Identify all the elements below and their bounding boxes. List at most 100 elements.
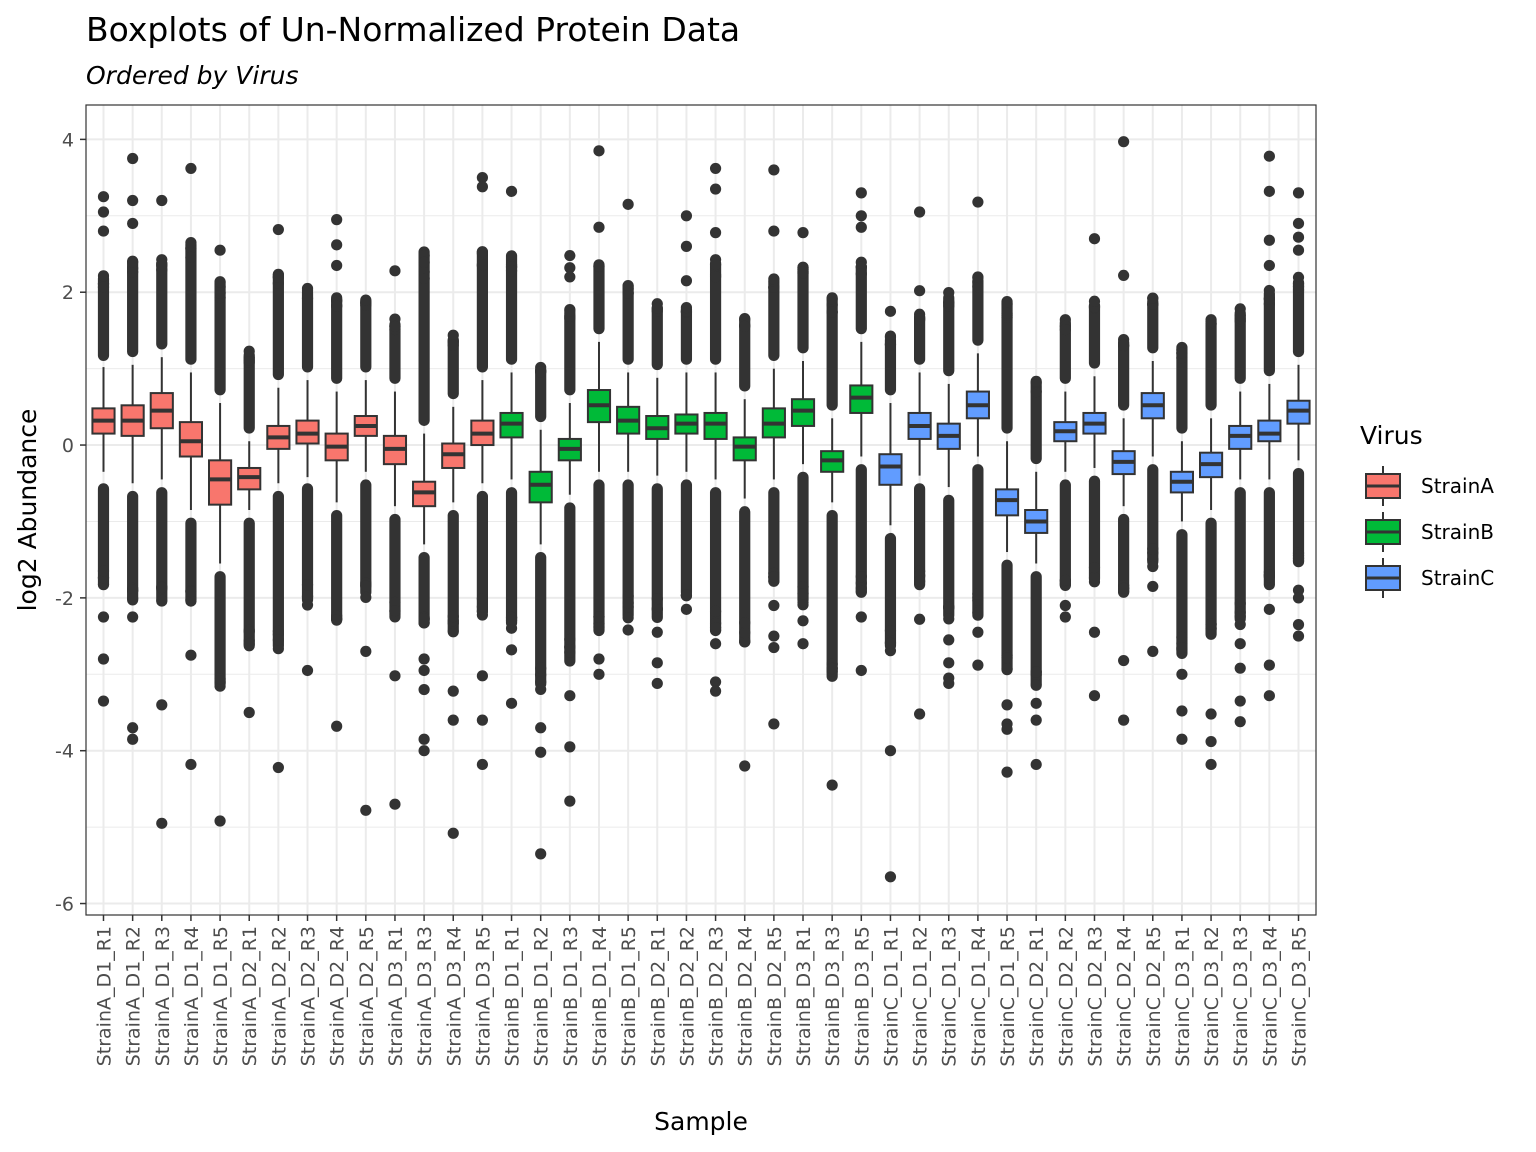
outlier-point: [535, 722, 547, 734]
x-tick-label: StrainA_D1_R2: [123, 926, 145, 1066]
outlier-point: [331, 720, 343, 732]
outlier-point: [651, 302, 663, 314]
outlier-point: [1234, 716, 1246, 728]
outlier-band-low: [476, 490, 488, 617]
outlier-point: [680, 603, 693, 615]
x-tick-label: StrainB_D2_R3: [706, 926, 728, 1066]
outlier-point: [447, 339, 459, 351]
outlier-band-high: [331, 292, 343, 384]
outlier-point: [360, 294, 372, 306]
outlier-point: [884, 871, 897, 883]
legend-entry-StrainB: StrainB: [1365, 512, 1494, 552]
outlier-band-high: [1001, 296, 1013, 434]
outlier-point: [97, 270, 110, 282]
outlier-point: [914, 206, 926, 218]
outlier-point: [243, 354, 255, 366]
outlier-band-high: [1118, 338, 1130, 411]
outlier-point: [1147, 645, 1159, 657]
outlier-band-low: [943, 494, 955, 621]
outlier-band-low: [826, 510, 838, 682]
box-StrainC_D3_R3: [1228, 303, 1253, 728]
outlier-point: [97, 281, 110, 293]
outlier-point: [1059, 323, 1071, 336]
outlier-point: [97, 695, 110, 707]
box-StrainC_D3_R2: [1198, 314, 1224, 771]
outlier-point: [709, 605, 722, 617]
outlier-point: [564, 690, 576, 702]
outlier-point: [593, 221, 605, 233]
outlier-point: [1088, 561, 1101, 574]
outlier-point: [768, 571, 780, 583]
y-tick-label: -4: [55, 741, 74, 763]
outlier-point: [1001, 663, 1013, 675]
legend-label: StrainC: [1421, 566, 1494, 590]
outlier-band-high: [1059, 318, 1071, 384]
outlier-point: [826, 779, 838, 791]
outlier-band-high: [1176, 341, 1188, 434]
outlier-band-high: [535, 364, 547, 423]
outlier-point: [535, 848, 547, 860]
outlier-point: [943, 613, 955, 625]
outlier-point: [418, 256, 430, 268]
outlier-point: [1118, 714, 1130, 726]
outlier-point: [185, 594, 197, 606]
outlier-point: [156, 699, 168, 711]
outlier-point: [1118, 269, 1130, 282]
box-iqr: [528, 470, 553, 504]
outlier-point: [505, 265, 518, 277]
box-StrainA_D2_R3: [295, 282, 320, 677]
outlier-point: [1205, 618, 1217, 630]
outlier-band-high: [972, 275, 984, 346]
outlier-point: [447, 685, 459, 697]
x-tick-label: StrainB_D1_R4: [589, 926, 611, 1066]
outlier-point: [1030, 666, 1042, 678]
box-StrainC_D2_R4: [1111, 136, 1136, 726]
outlier-point: [914, 575, 926, 587]
x-tick-label: StrainB_D3_R5: [851, 926, 873, 1066]
box-StrainB_D2_R5: [761, 164, 786, 730]
outlier-point: [1001, 307, 1013, 319]
outlier-point: [243, 706, 255, 719]
outlier-point: [1118, 339, 1130, 351]
outlier-point: [972, 588, 984, 600]
outlier-band-low: [622, 479, 634, 621]
outlier-band-low: [243, 517, 255, 652]
outlier-point: [1205, 735, 1217, 748]
outlier-point: [884, 339, 897, 351]
box-StrainB_D1_R1: [499, 185, 524, 709]
box-StrainC_D3_R5: [1286, 187, 1311, 642]
x-tick-label: StrainC_D3_R2: [1201, 926, 1223, 1067]
box-iqr: [1257, 419, 1282, 443]
outlier-point: [1118, 582, 1130, 595]
x-tick-label: StrainC_D2_R5: [1143, 926, 1165, 1067]
outlier-band-high: [1205, 318, 1217, 411]
outlier-point: [360, 804, 372, 816]
outlier-band-low: [214, 571, 226, 690]
outlier-point: [739, 760, 751, 772]
outlier-point: [884, 624, 897, 637]
x-tick-label: StrainA_D2_R4: [327, 926, 349, 1066]
outlier-point: [272, 223, 284, 236]
outlier-point: [768, 225, 780, 237]
outlier-point: [127, 733, 139, 745]
box-StrainA_D2_R1: [237, 345, 262, 719]
outlier-point: [185, 649, 197, 661]
box-StrainA_D1_R5: [208, 244, 233, 827]
x-tick-label: StrainB_D1_R2: [531, 926, 553, 1066]
outlier-point: [447, 626, 459, 638]
outlier-point: [476, 758, 488, 771]
outlier-point: [855, 221, 867, 233]
outlier-point: [505, 185, 518, 197]
outlier-band-low: [331, 510, 343, 625]
outlier-point: [797, 596, 809, 608]
outlier-point: [214, 287, 226, 299]
outlier-point: [739, 617, 751, 629]
outlier-point: [389, 596, 401, 609]
outlier-band-high: [1292, 276, 1305, 358]
outlier-point: [797, 615, 809, 627]
y-tick-label: 4: [62, 129, 74, 151]
outlier-band-low: [914, 483, 926, 591]
outlier-point: [972, 196, 984, 208]
legend-label: StrainB: [1421, 520, 1494, 544]
outlier-point: [185, 586, 197, 598]
